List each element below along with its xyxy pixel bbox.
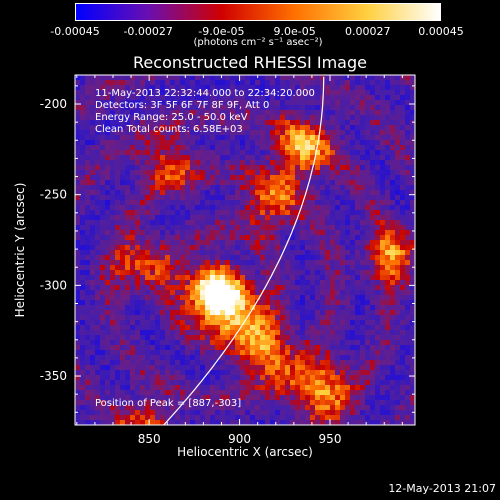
info-time-range: 11-May-2013 22:32:44.000 to 22:34:20.000	[95, 88, 315, 99]
peak-position-label: Position of Peak = [887,-303]	[95, 398, 242, 409]
x-tick-label: 950	[319, 432, 342, 446]
info-total-counts: Clean Total counts: 6.58E+03	[95, 124, 243, 135]
info-detectors: Detectors: 3F 5F 6F 7F 8F 9F, Att 0	[95, 100, 270, 111]
plot-timestamp: 12-May-2013 21:07	[388, 482, 496, 495]
colorbar-tick-label: -0.00045	[50, 25, 100, 38]
colorbar-units: (photons cm⁻² s⁻¹ asec⁻²)	[193, 37, 323, 48]
colorbar-tick-label: 0.00045	[418, 25, 464, 38]
y-tick-label: -300	[40, 278, 67, 292]
y-tick-label: -250	[40, 188, 67, 202]
x-tick-label: 850	[138, 432, 161, 446]
y-tick-label: -200	[40, 97, 67, 111]
colorbar-tick-label: -9.0e-05	[198, 25, 245, 38]
y-axis-label: Heliocentric Y (arcsec)	[13, 182, 27, 318]
x-tick-label: 900	[228, 432, 251, 446]
plot-title: Reconstructed RHESSI Image	[133, 53, 367, 72]
colorbar-tick-label: -0.00027	[123, 25, 173, 38]
colorbar	[75, 3, 441, 21]
colorbar-tick-label: 9.0e-05	[273, 25, 316, 38]
x-axis-label: Heliocentric X (arcsec)	[177, 445, 313, 459]
info-energy-range: Energy Range: 25.0 - 50.0 keV	[95, 112, 248, 123]
y-tick-label: -350	[40, 369, 67, 383]
colorbar-tick-label: 0.00027	[345, 25, 391, 38]
